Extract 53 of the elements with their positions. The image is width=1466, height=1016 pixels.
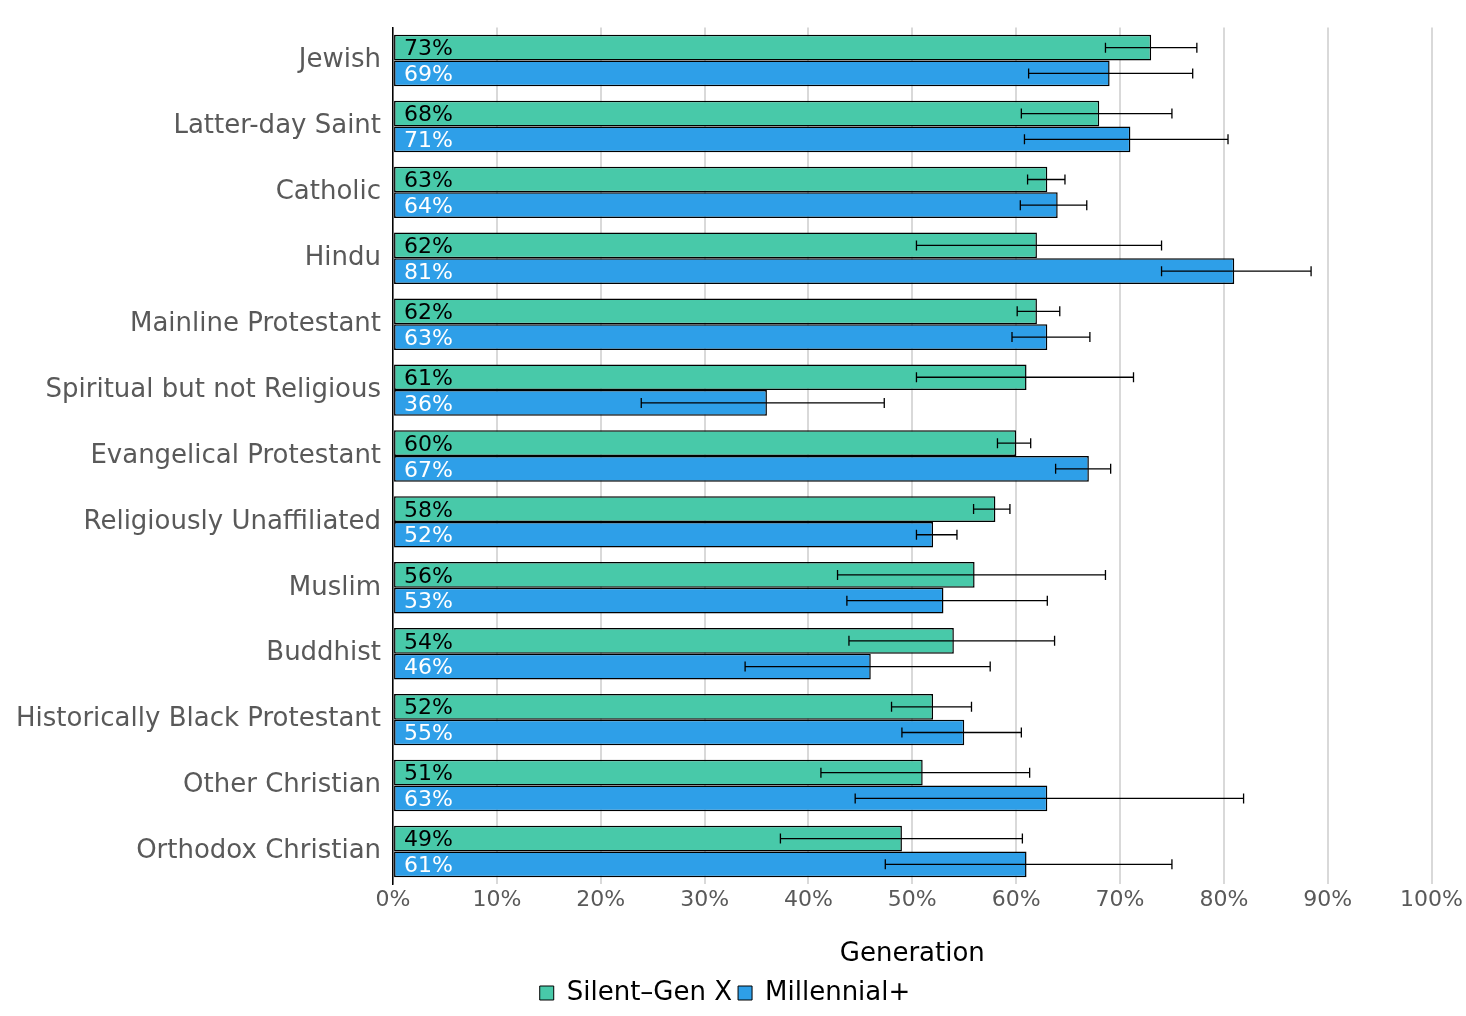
x-axis-title: Generation [839,937,985,968]
data-label: 62% [404,299,453,325]
data-label: 53% [404,588,453,614]
data-label: 73% [404,35,453,61]
data-label: 63% [404,324,453,350]
y-tick-label: Religiously Unaffiliated [83,504,382,535]
x-tick-label: 80% [1199,886,1249,912]
legend-label: Millennial+ [765,975,911,1006]
y-tick-label: Jewish [296,43,382,74]
legend-label: Silent–Gen X [566,975,733,1006]
data-label: 67% [404,456,453,482]
data-label: 64% [404,192,453,218]
x-tick-label: 40% [784,886,833,912]
data-label: 54% [404,628,453,654]
data-label: 36% [404,390,453,416]
x-tick-label: 90% [1303,886,1353,912]
data-label: 69% [404,61,453,87]
y-tick-label: Muslim [288,570,382,601]
data-label: 58% [404,496,453,522]
y-tick-label: Catholic [275,175,382,206]
data-label: 46% [404,654,453,680]
y-tick-label: Mainline Protestant [130,306,382,337]
data-label: 52% [404,694,453,720]
data-label: 63% [404,167,453,193]
y-tick-label: Buddhist [266,636,382,667]
data-label: 55% [404,720,453,746]
data-label: 51% [404,760,453,786]
data-label: 71% [404,127,453,153]
data-label: 60% [404,430,453,456]
data-label: 68% [404,101,453,127]
data-label: 56% [404,562,453,588]
x-tick-label: 0% [375,886,411,912]
y-tick-label: Evangelical Protestant [90,438,382,469]
y-tick-label: Orthodox Christian [136,834,382,865]
y-tick-label: Historically Black Protestant [15,702,382,733]
data-label: 61% [404,852,453,878]
x-tick-label: 30% [680,886,730,912]
y-tick-label: Latter-day Saint [173,109,382,140]
x-tick-label: 100% [1400,886,1464,912]
y-tick-label: Other Christian [183,768,382,799]
data-label: 63% [404,786,453,812]
data-label: 61% [404,364,453,390]
data-label: 81% [404,258,453,284]
x-tick-label: 10% [472,886,522,912]
data-label: 49% [404,826,453,852]
x-tick-label: 70% [1095,886,1145,912]
y-tick-label: Spiritual but not Religious [45,372,382,403]
data-label: 62% [404,233,453,259]
data-label: 52% [404,522,453,548]
x-tick-label: 50% [887,886,937,912]
y-tick-label: Hindu [304,241,382,272]
x-tick-label: 20% [576,886,626,912]
x-tick-label: 60% [991,886,1041,912]
